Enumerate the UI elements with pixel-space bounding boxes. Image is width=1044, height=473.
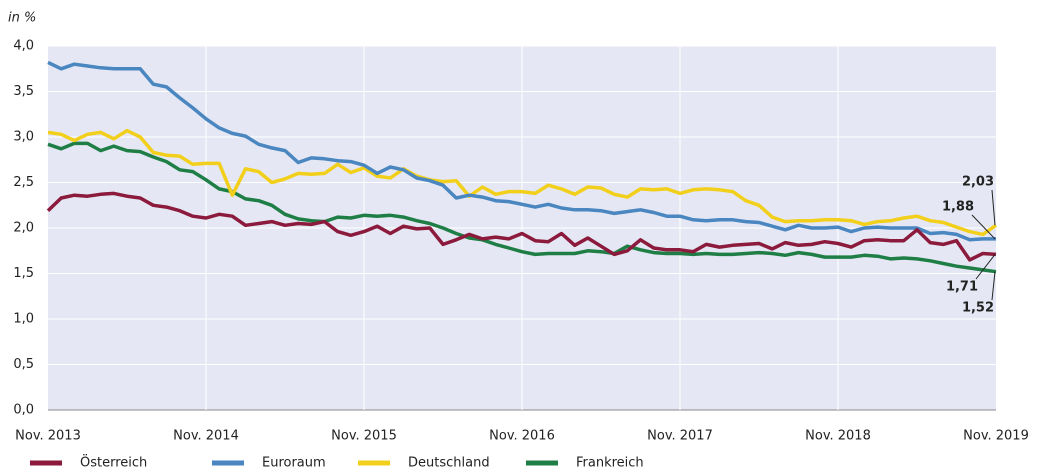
leader-line [991, 189, 996, 226]
value-label: 2,03 [962, 175, 994, 190]
x-tick-label: Nov. 2014 [173, 429, 239, 444]
x-tick-label: Nov. 2019 [963, 429, 1029, 444]
series-line [47, 128, 997, 237]
y-tick-label: 4,0 [13, 39, 34, 54]
legend-label: Euroraum [262, 456, 326, 471]
value-label: 1,88 [942, 200, 974, 215]
y-tick-label: 1,5 [13, 266, 34, 281]
value-label: 1,71 [946, 280, 978, 295]
y-tick-label: 3,5 [13, 84, 34, 99]
series-line [47, 141, 997, 274]
y-tick-label: 1,0 [13, 312, 34, 327]
y-tick-label: 0,0 [13, 403, 34, 418]
y-tick-label: 0,5 [13, 357, 34, 372]
legend-label: Österreich [80, 454, 147, 471]
x-tick-label: Nov. 2018 [805, 429, 871, 444]
x-tick-label: Nov. 2013 [15, 429, 81, 444]
leader-line [971, 214, 996, 240]
leader-line [975, 254, 996, 280]
y-axis-label: in % [8, 11, 36, 26]
x-tick-label: Nov. 2015 [331, 429, 397, 444]
x-tick-label: Nov. 2017 [647, 429, 713, 444]
series-line [47, 60, 996, 242]
y-tick-label: 2,5 [13, 175, 34, 190]
y-tick-label: 3,0 [13, 130, 34, 145]
leader-line [991, 271, 996, 301]
y-tick-label: 2,0 [13, 221, 34, 236]
series-line [46, 191, 997, 262]
value-label: 1,52 [962, 301, 994, 316]
legend-label: Deutschland [408, 456, 490, 471]
legend-label: Frankreich [576, 456, 644, 471]
x-tick-label: Nov. 2016 [489, 429, 555, 444]
